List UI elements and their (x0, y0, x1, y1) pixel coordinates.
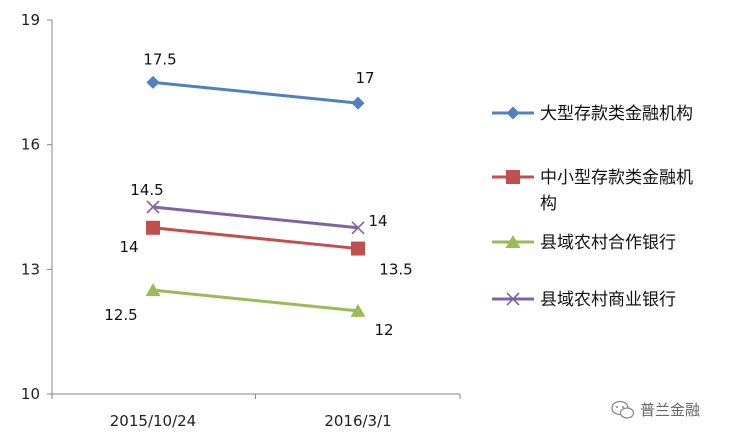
series-line (152, 80, 359, 105)
y-tick-label: 16 (21, 136, 40, 154)
legend-label: 县域农村合作银行 (540, 233, 676, 253)
data-point (146, 220, 160, 235)
series-line (152, 205, 359, 230)
data-label: 14 (368, 212, 387, 230)
series-1 (146, 75, 365, 110)
data-label: 12 (374, 321, 393, 339)
marker-stroke (506, 292, 520, 306)
legend-marker (506, 106, 520, 120)
data-label: 14 (119, 238, 138, 256)
y-tick-label: 13 (21, 260, 40, 278)
data-point (350, 303, 366, 317)
data-point (145, 283, 161, 297)
data-label: 13.5 (379, 261, 412, 279)
marker-stroke (351, 221, 365, 235)
legend-item: 大型存款类金融机构 (492, 104, 693, 124)
series-line (152, 226, 359, 251)
data-point (146, 75, 160, 89)
series-3 (145, 283, 366, 317)
data-label: 14.5 (130, 181, 163, 199)
series-2 (146, 220, 365, 256)
legend-label: 大型存款类金融机构 (540, 104, 693, 124)
watermark-text: 普兰金融 (640, 401, 700, 419)
x-tick-label: 2016/3/1 (324, 412, 391, 430)
data-point (146, 200, 160, 214)
axes: 10 13 16 19 2015/10/24 2016/3/1 (21, 11, 461, 430)
legend-marker (505, 235, 521, 248)
legend-marker (506, 292, 520, 306)
data-label: 12.5 (104, 306, 137, 324)
y-tick-label: 19 (21, 11, 40, 29)
legend-marker (506, 170, 520, 184)
y-tick-label: 10 (21, 385, 40, 403)
data-labels: 17.5 17 14 13.5 12.5 12 14.5 14 (104, 50, 412, 339)
legend-label: 中小型存款类金融机 (540, 168, 693, 188)
data-point (351, 96, 365, 110)
data-label: 17.5 (143, 50, 176, 68)
series-4 (146, 200, 365, 235)
marker-stroke (146, 200, 160, 214)
x-tick-label: 2015/10/24 (110, 412, 196, 430)
data-point (351, 221, 365, 235)
data-label: 17 (355, 69, 374, 87)
legend-label-continued: 构 (540, 194, 557, 214)
data-point (351, 241, 365, 256)
legend-item: 县域农村商业银行 (492, 290, 676, 310)
watermark: 普兰金融 (611, 400, 700, 419)
wechat-icon (611, 400, 635, 419)
series-layer (145, 75, 366, 317)
legend-item: 县域农村合作银行 (492, 233, 676, 253)
series-line (152, 288, 359, 313)
legend-label: 县域农村商业银行 (540, 290, 676, 310)
